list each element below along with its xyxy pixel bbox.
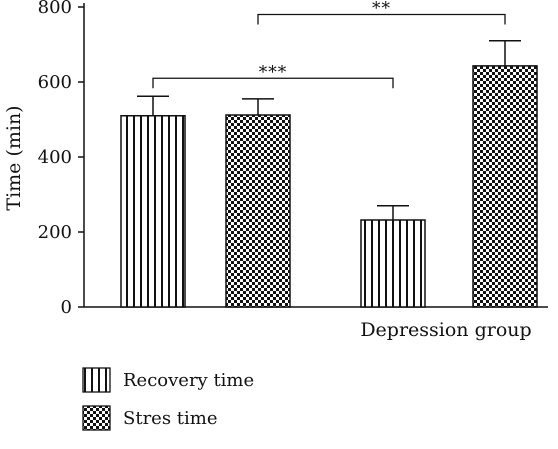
bar <box>225 114 291 308</box>
significance-label: *** <box>259 62 288 82</box>
axes: 0 200 400 600 800 <box>38 0 548 318</box>
y-tick-label: 200 <box>38 222 72 243</box>
significance-bracket <box>152 77 394 89</box>
y-tick-label: 400 <box>38 147 72 168</box>
error-bars <box>137 40 521 220</box>
legend-label: Stres time <box>123 408 218 429</box>
bar <box>120 115 186 308</box>
bar <box>360 219 426 308</box>
group-label: Depression group <box>360 319 531 341</box>
significance-brackets: ***** <box>152 0 506 89</box>
significance-bracket <box>257 13 506 25</box>
y-tick-label: 0 <box>61 297 72 318</box>
y-tick-label: 800 <box>38 0 72 18</box>
bar <box>472 65 538 308</box>
legend-label: Recovery time <box>123 370 254 391</box>
y-ticks: 0 200 400 600 800 <box>38 0 84 318</box>
significance-label: ** <box>372 0 391 19</box>
legend-swatch <box>82 405 111 431</box>
bars <box>120 65 538 308</box>
y-axis-label: Time (min) <box>3 105 25 210</box>
y-tick-label: 600 <box>38 72 72 93</box>
legend-swatch <box>82 367 111 393</box>
legend: Recovery time Stres time <box>82 367 254 431</box>
